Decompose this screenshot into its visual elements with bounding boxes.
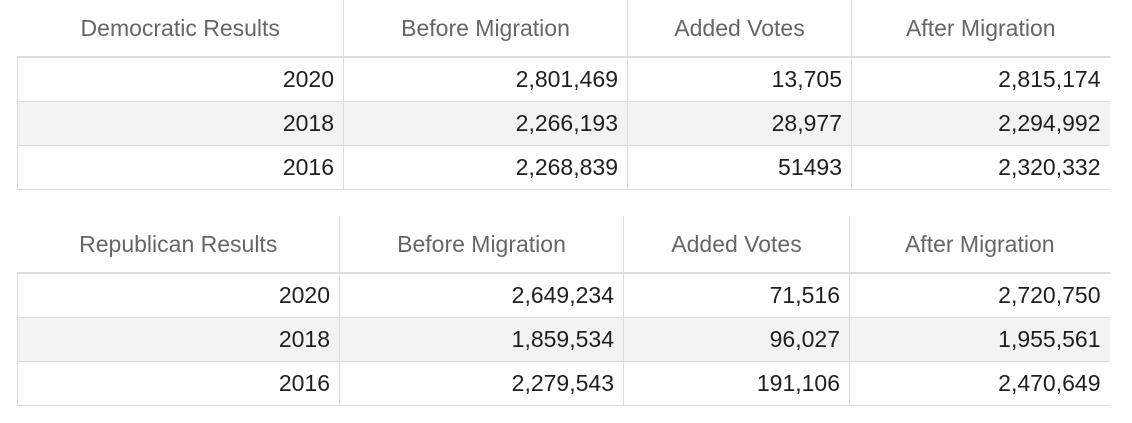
column-header-after-migration[interactable]: After Migration <box>849 216 1110 274</box>
year-cell: 2016 <box>17 361 340 406</box>
table-body: 2020 2,649,234 71,516 2,720,750 2018 1,8… <box>17 273 1110 406</box>
table-row: 2016 2,279,543 191,106 2,470,649 <box>17 361 1110 406</box>
table-header: Democratic Results Before Migration Adde… <box>17 0 1110 58</box>
after-migration-cell: 2,815,174 <box>851 57 1110 102</box>
table-row: 2018 1,859,534 96,027 1,955,561 <box>17 317 1110 362</box>
added-votes-cell: 96,027 <box>623 317 850 362</box>
after-migration-cell: 2,320,332 <box>851 145 1110 190</box>
column-header-before-migration[interactable]: Before Migration <box>343 0 628 58</box>
header-row: Democratic Results Before Migration Adde… <box>17 0 1110 58</box>
column-header-added-votes[interactable]: Added Votes <box>627 0 852 58</box>
before-migration-cell: 2,268,839 <box>343 145 628 190</box>
year-cell: 2020 <box>17 273 340 318</box>
before-migration-cell: 2,266,193 <box>343 101 628 146</box>
column-header-after-migration[interactable]: After Migration <box>851 0 1110 58</box>
year-cell: 2020 <box>17 57 344 102</box>
table-row: 2020 2,801,469 13,705 2,815,174 <box>17 57 1110 102</box>
table-row: 2018 2,266,193 28,977 2,294,992 <box>17 101 1110 146</box>
column-header-before-migration[interactable]: Before Migration <box>339 216 624 274</box>
added-votes-cell: 191,106 <box>623 361 850 406</box>
table-body: 2020 2,801,469 13,705 2,815,174 2018 2,2… <box>17 57 1110 190</box>
after-migration-cell: 2,294,992 <box>851 101 1110 146</box>
year-cell: 2018 <box>17 317 340 362</box>
before-migration-cell: 2,801,469 <box>343 57 628 102</box>
before-migration-cell: 2,279,543 <box>339 361 624 406</box>
table-row: 2016 2,268,839 51493 2,320,332 <box>17 145 1110 190</box>
added-votes-cell: 51493 <box>627 145 852 190</box>
column-header-added-votes[interactable]: Added Votes <box>623 216 850 274</box>
republican-results-table: Republican Results Before Migration Adde… <box>17 216 1110 406</box>
after-migration-cell: 2,470,649 <box>849 361 1110 406</box>
added-votes-cell: 13,705 <box>627 57 852 102</box>
after-migration-cell: 2,720,750 <box>849 273 1110 318</box>
after-migration-cell: 1,955,561 <box>849 317 1110 362</box>
year-cell: 2018 <box>17 101 344 146</box>
year-cell: 2016 <box>17 145 344 190</box>
column-header-results[interactable]: Democratic Results <box>17 0 344 58</box>
header-row: Republican Results Before Migration Adde… <box>17 216 1110 274</box>
before-migration-cell: 1,859,534 <box>339 317 624 362</box>
added-votes-cell: 28,977 <box>627 101 852 146</box>
added-votes-cell: 71,516 <box>623 273 850 318</box>
before-migration-cell: 2,649,234 <box>339 273 624 318</box>
democratic-results-table: Democratic Results Before Migration Adde… <box>17 0 1110 190</box>
table-row: 2020 2,649,234 71,516 2,720,750 <box>17 273 1110 318</box>
table-header: Republican Results Before Migration Adde… <box>17 216 1110 274</box>
column-header-results[interactable]: Republican Results <box>17 216 340 274</box>
